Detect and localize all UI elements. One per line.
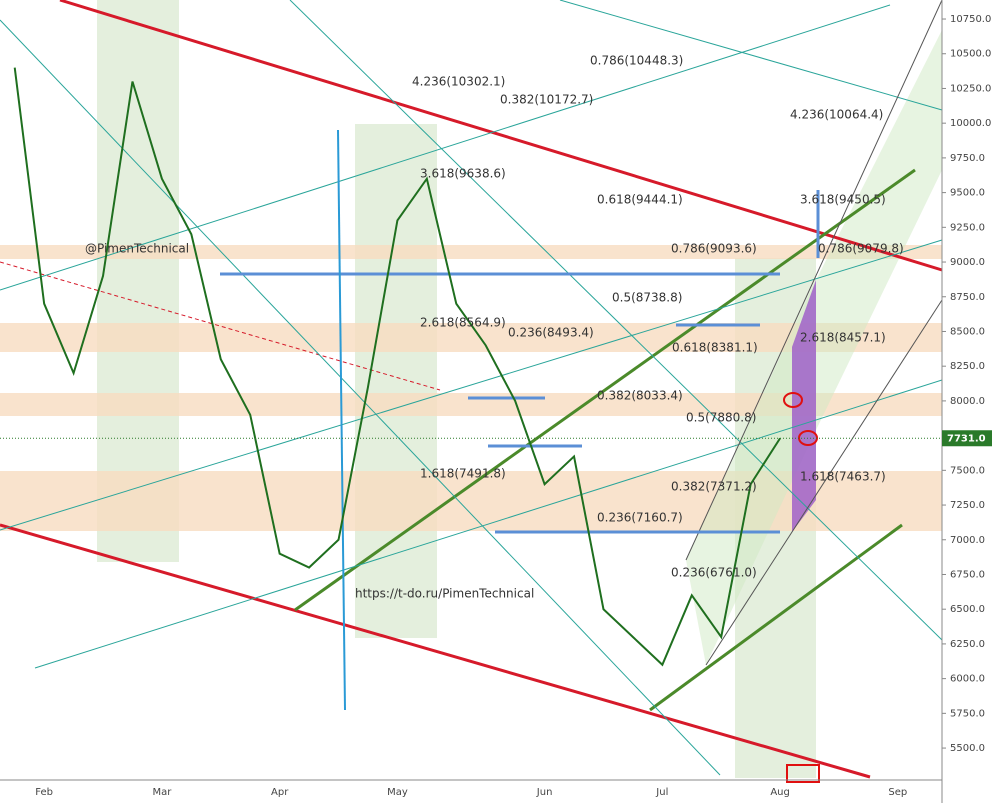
annotation: 0.618(8381.1) bbox=[672, 341, 758, 355]
annotation: 3.618(9638.6) bbox=[420, 167, 506, 181]
annotation: 0.382(10172.7) bbox=[500, 93, 593, 107]
trendline bbox=[705, 299, 943, 666]
annotation: 2.618(8457.1) bbox=[800, 331, 886, 345]
y-tick-label: 8250.0 bbox=[950, 361, 985, 372]
y-tick-label: 8750.0 bbox=[950, 292, 985, 303]
last-price-box bbox=[942, 430, 992, 447]
annotation: 0.382(7371.2) bbox=[671, 480, 757, 494]
annotation: 2.618(8564.9) bbox=[420, 316, 506, 330]
time-zone bbox=[355, 124, 437, 638]
annotation: 4.236(10064.4) bbox=[790, 108, 883, 122]
y-tick-label: 9000.0 bbox=[950, 257, 985, 268]
x-tick-label: Aug bbox=[770, 787, 790, 798]
arrow-line bbox=[337, 129, 346, 711]
annotation: 0.382(8033.4) bbox=[597, 389, 683, 403]
level-zone bbox=[0, 245, 942, 259]
marker bbox=[783, 392, 803, 408]
trendline bbox=[0, 523, 871, 779]
y-tick-label: 6000.0 bbox=[950, 674, 985, 685]
y-tick-label: 9250.0 bbox=[950, 222, 985, 233]
y-tick-label: 9750.0 bbox=[950, 153, 985, 164]
y-tick-label: 10000.0 bbox=[950, 118, 991, 129]
y-tick-label: 10500.0 bbox=[950, 49, 991, 60]
annotation: @PimenTechnical bbox=[85, 242, 189, 256]
y-tick-label: 8500.0 bbox=[950, 326, 985, 337]
trendline bbox=[649, 523, 903, 712]
y-tick-label: 5500.0 bbox=[950, 743, 985, 754]
trendline bbox=[0, 239, 943, 531]
y-tick-label: 7000.0 bbox=[950, 535, 985, 546]
y-tick-label: 6500.0 bbox=[950, 604, 985, 615]
y-tick-label: 7250.0 bbox=[950, 500, 985, 511]
trendline bbox=[294, 168, 916, 612]
annotation: 0.786(10448.3) bbox=[590, 54, 683, 68]
y-tick-label: 8000.0 bbox=[950, 396, 985, 407]
zones bbox=[0, 0, 942, 778]
annotation: 3.618(9450.5) bbox=[800, 193, 886, 207]
annotation: 0.236(6761.0) bbox=[671, 566, 757, 580]
x-tick-label: Jul bbox=[655, 787, 668, 798]
x-tick-label: Apr bbox=[271, 787, 289, 798]
trendlines bbox=[0, 0, 943, 783]
y-tick-label: 9500.0 bbox=[950, 188, 985, 199]
annotation: 0.786(9079.8) bbox=[818, 242, 904, 256]
annotation: 0.236(8493.4) bbox=[508, 326, 594, 340]
annotation: 4.236(10302.1) bbox=[412, 75, 505, 89]
y-tick-label: 5750.0 bbox=[950, 708, 985, 719]
last-price-label: 7731.0 bbox=[947, 433, 986, 444]
price-axis bbox=[942, 0, 996, 803]
annotation: 1.618(7463.7) bbox=[800, 470, 886, 484]
annotation: 1.618(7491.8) bbox=[420, 467, 506, 481]
y-tick-label: 7500.0 bbox=[950, 465, 985, 476]
annotation: 0.786(9093.6) bbox=[671, 242, 757, 256]
trendline bbox=[559, 0, 943, 111]
trendline bbox=[289, 0, 943, 641]
y-tick-label: 10750.0 bbox=[950, 14, 991, 25]
annotation: 0.618(9444.1) bbox=[597, 193, 683, 207]
y-tick-label: 6750.0 bbox=[950, 569, 985, 580]
y-tick-label: 10250.0 bbox=[950, 83, 991, 94]
projection bbox=[792, 280, 816, 532]
trendline bbox=[0, 19, 721, 776]
price-line bbox=[13, 67, 781, 667]
annotation: 0.236(7160.7) bbox=[597, 511, 683, 525]
trendline bbox=[34, 379, 943, 669]
annotation: 0.5(7880.8) bbox=[686, 411, 756, 425]
trendline bbox=[59, 0, 943, 272]
level-zone bbox=[0, 393, 942, 416]
trendline bbox=[0, 261, 441, 391]
trendline bbox=[685, 0, 943, 561]
annotation: https://t-do.ru/PimenTechnical bbox=[355, 587, 534, 601]
x-tick-label: Feb bbox=[35, 787, 53, 798]
x-tick-label: Sep bbox=[888, 787, 907, 798]
x-tick-label: Mar bbox=[152, 787, 172, 798]
x-tick-label: May bbox=[387, 787, 408, 798]
x-tick-label: Jun bbox=[536, 787, 553, 798]
annotation: 0.5(8738.8) bbox=[612, 291, 682, 305]
marker bbox=[786, 764, 820, 783]
time-zone bbox=[97, 0, 179, 562]
y-tick-label: 6250.0 bbox=[950, 639, 985, 650]
